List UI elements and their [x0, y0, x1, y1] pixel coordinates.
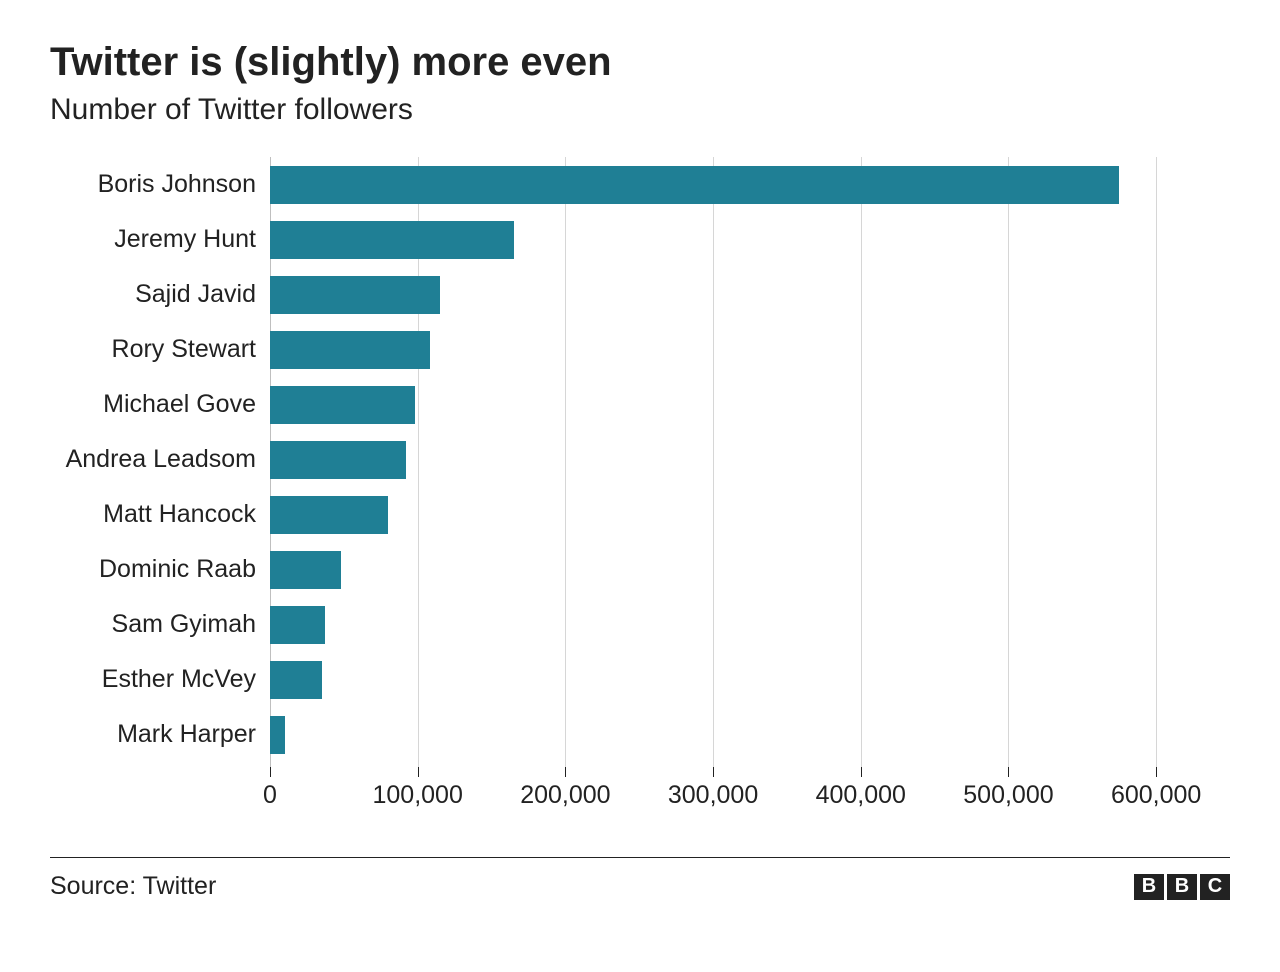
bar-row: Rory Stewart [50, 322, 1230, 377]
bar-track [270, 157, 1230, 212]
tick-mark [270, 767, 271, 777]
bar-label: Esther McVey [50, 665, 270, 694]
chart-title: Twitter is (slightly) more even [50, 40, 1230, 85]
bar-row: Andrea Leadsom [50, 432, 1230, 487]
bar-label: Matt Hancock [50, 500, 270, 529]
bar [270, 716, 285, 754]
bar-label: Dominic Raab [50, 555, 270, 584]
bbc-logo: BBC [1134, 874, 1230, 900]
x-tick-label: 200,000 [520, 781, 610, 810]
bar [270, 221, 514, 259]
chart-area: 0 100,000 200,000 300,000 400,000 500,000 600,… [50, 157, 1230, 817]
bar-row: Sajid Javid [50, 267, 1230, 322]
source-text: Source: Twitter [50, 872, 216, 901]
bar [270, 331, 430, 369]
bbc-logo-letter: B [1134, 874, 1164, 900]
bar-row: Matt Hancock [50, 487, 1230, 542]
tick-mark [861, 767, 862, 777]
bar-label: Sam Gyimah [50, 610, 270, 639]
bar-label: Mark Harper [50, 720, 270, 749]
bar-track [270, 212, 1230, 267]
bar-track [270, 377, 1230, 432]
x-tick-label: 100,000 [373, 781, 463, 810]
bar [270, 606, 325, 644]
bar-row: Sam Gyimah [50, 597, 1230, 652]
bar-label: Jeremy Hunt [50, 225, 270, 254]
bar-track [270, 707, 1230, 762]
bar-rows: Boris Johnson Jeremy Hunt Sajid Javid Rory … [50, 157, 1230, 762]
bar-label: Michael Gove [50, 390, 270, 419]
chart-subtitle: Number of Twitter followers [50, 93, 1230, 127]
bbc-logo-letter: B [1167, 874, 1197, 900]
bar-row: Esther McVey [50, 652, 1230, 707]
bar-row: Mark Harper [50, 707, 1230, 762]
bar-track [270, 432, 1230, 487]
bar-track [270, 322, 1230, 377]
chart-footer: Source: Twitter BBC [50, 857, 1230, 901]
x-tick-label: 600,000 [1111, 781, 1201, 810]
tick-mark [418, 767, 419, 777]
bar-track [270, 597, 1230, 652]
tick-mark [1008, 767, 1009, 777]
bar-label: Boris Johnson [50, 170, 270, 199]
bar [270, 441, 406, 479]
x-tick-label: 300,000 [668, 781, 758, 810]
bar-track [270, 487, 1230, 542]
bar [270, 551, 341, 589]
bar [270, 386, 415, 424]
bar-row: Boris Johnson [50, 157, 1230, 212]
bar-row: Dominic Raab [50, 542, 1230, 597]
bar-label: Sajid Javid [50, 280, 270, 309]
bar-row: Michael Gove [50, 377, 1230, 432]
bar-track [270, 652, 1230, 707]
tick-mark [1156, 767, 1157, 777]
bar-row: Jeremy Hunt [50, 212, 1230, 267]
bar [270, 166, 1119, 204]
x-tick-label: 500,000 [963, 781, 1053, 810]
bar [270, 276, 440, 314]
bar-label: Andrea Leadsom [50, 445, 270, 474]
bar-track [270, 267, 1230, 322]
x-tick-label: 0 [263, 781, 277, 810]
bbc-logo-letter: C [1200, 874, 1230, 900]
bar-label: Rory Stewart [50, 335, 270, 364]
tick-mark [713, 767, 714, 777]
bar [270, 496, 388, 534]
tick-mark [565, 767, 566, 777]
x-tick-label: 400,000 [816, 781, 906, 810]
bar [270, 661, 322, 699]
bar-track [270, 542, 1230, 597]
